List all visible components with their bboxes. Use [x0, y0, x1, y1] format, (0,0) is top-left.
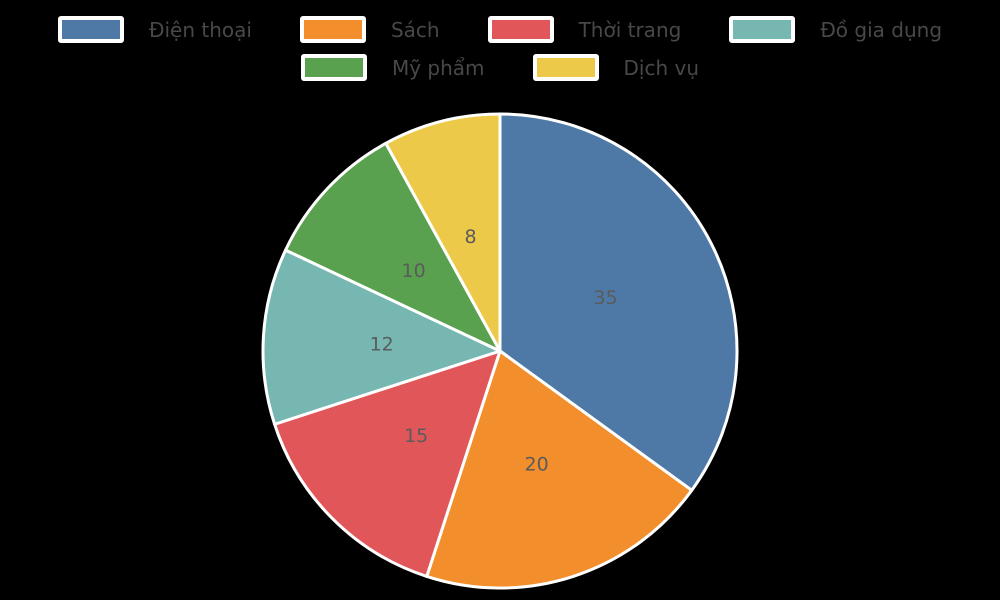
pie-slice-4	[284, 141, 502, 353]
legend-item-thoi-trang: Thời trang	[487, 16, 682, 43]
legend-swatch-icon	[299, 16, 366, 43]
pie-slice-0	[498, 112, 739, 492]
legend-label: Mỹ phẩm	[391, 55, 485, 80]
pie-value-label-1: 20	[525, 454, 549, 476]
pie-slice-3	[261, 248, 502, 426]
pie-value-label-2: 15	[404, 425, 428, 447]
legend-swatch-icon	[487, 16, 554, 43]
pie-value-label-4: 10	[402, 260, 426, 282]
legend-row-1: Điện thoại Sách Thời trang Đồ gia dụng	[57, 16, 942, 43]
legend-swatch-icon	[57, 16, 124, 43]
legend-item-do-gia-dung: Đồ gia dụng	[729, 16, 942, 43]
pie-slice-1	[425, 349, 694, 590]
legend-item-sach: Sách	[299, 16, 440, 43]
legend-label: Dịch vụ	[623, 55, 700, 80]
pie-value-label-5: 8	[464, 226, 476, 248]
legend-label: Sách	[390, 17, 440, 42]
pie-slice-5	[384, 112, 502, 353]
legend-label: Thời trang	[578, 17, 682, 42]
legend-label: Đồ gia dụng	[820, 17, 943, 42]
legend-item-my-pham: Mỹ phẩm	[300, 54, 485, 81]
pie-chart: 35 20 15 12 10 8	[260, 111, 740, 591]
chart-legend: Điện thoại Sách Thời trang Đồ gia dụng M…	[0, 16, 1000, 81]
legend-swatch-icon	[729, 16, 796, 43]
legend-swatch-icon	[300, 54, 367, 81]
pie-value-label-3: 12	[370, 334, 394, 356]
pie-value-label-0: 35	[594, 287, 618, 309]
legend-row-2: Mỹ phẩm Dịch vụ	[300, 54, 700, 81]
legend-item-dich-vu: Dịch vụ	[532, 54, 700, 81]
legend-label: Điện thoại	[148, 17, 252, 42]
legend-item-dien-thoai: Điện thoại	[57, 16, 252, 43]
legend-swatch-icon	[532, 54, 599, 81]
pie-chart-svg: 35 20 15 12 10 8	[261, 112, 739, 590]
